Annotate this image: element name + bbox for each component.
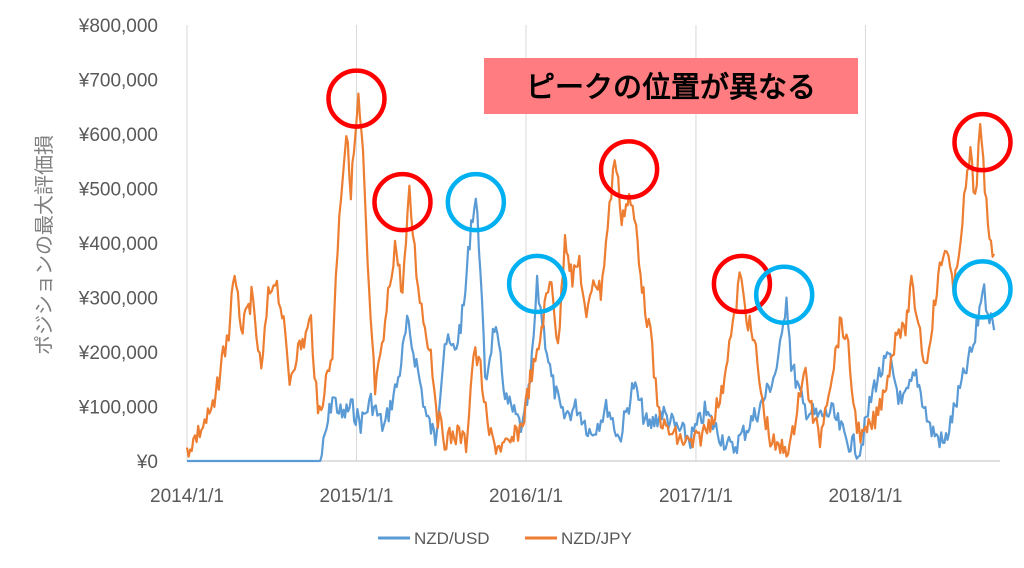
legend-label-nzdusd: NZD/USD — [414, 529, 490, 548]
x-axis-ticks: 2014/1/1 2015/1/1 2016/1/1 2017/1/1 2018/1/1 — [150, 486, 902, 507]
x-tick-label: 2015/1/1 — [320, 486, 394, 507]
x-tick-label: 2018/1/1 — [828, 486, 902, 507]
peak-circle-blue — [506, 253, 568, 315]
y-tick-label: ¥800,000 — [78, 16, 158, 37]
peak-circle-red — [326, 68, 387, 129]
peak-circle-blue — [445, 171, 507, 233]
y-tick-label: ¥700,000 — [78, 71, 158, 92]
y-tick-label: ¥600,000 — [78, 125, 158, 146]
y-axis-label: ポジションの最大評価損 — [32, 135, 56, 355]
legend-label-nzdjpy: NZD/JPY — [561, 529, 632, 548]
y-tick-label: ¥0 — [136, 452, 158, 473]
x-tick-label: 2017/1/1 — [659, 486, 733, 507]
y-tick-label: ¥400,000 — [78, 234, 158, 255]
annotation-box: ピークの位置が異なる — [484, 58, 858, 114]
x-tick-label: 2014/1/1 — [150, 486, 224, 507]
legend: NZD/USD NZD/JPY — [378, 529, 632, 548]
y-tick-label: ¥200,000 — [78, 343, 158, 364]
peak-circle-red — [372, 171, 433, 233]
y-axis-ticks: ¥0 ¥100,000 ¥200,000 ¥300,000 ¥400,000 ¥500,0… — [78, 16, 158, 473]
peak-circle-blue — [952, 259, 1013, 320]
y-tick-label: ¥500,000 — [78, 180, 158, 201]
annotation-background — [484, 58, 858, 114]
peak-circle-red — [598, 139, 660, 200]
peak-circle-red — [952, 111, 1013, 173]
series-line-nzdusd — [187, 197, 996, 463]
highlight-circles — [326, 68, 1013, 326]
x-tick-label: 2016/1/1 — [489, 486, 563, 507]
y-tick-label: ¥300,000 — [78, 289, 158, 310]
peak-circle-blue — [753, 264, 815, 326]
peak-circle-red — [711, 253, 773, 315]
series-line-nzdjpy — [185, 92, 996, 458]
series-lines — [185, 92, 996, 463]
y-tick-label: ¥100,000 — [78, 398, 158, 419]
annotation-text: ピークの位置が異なる — [526, 70, 816, 104]
